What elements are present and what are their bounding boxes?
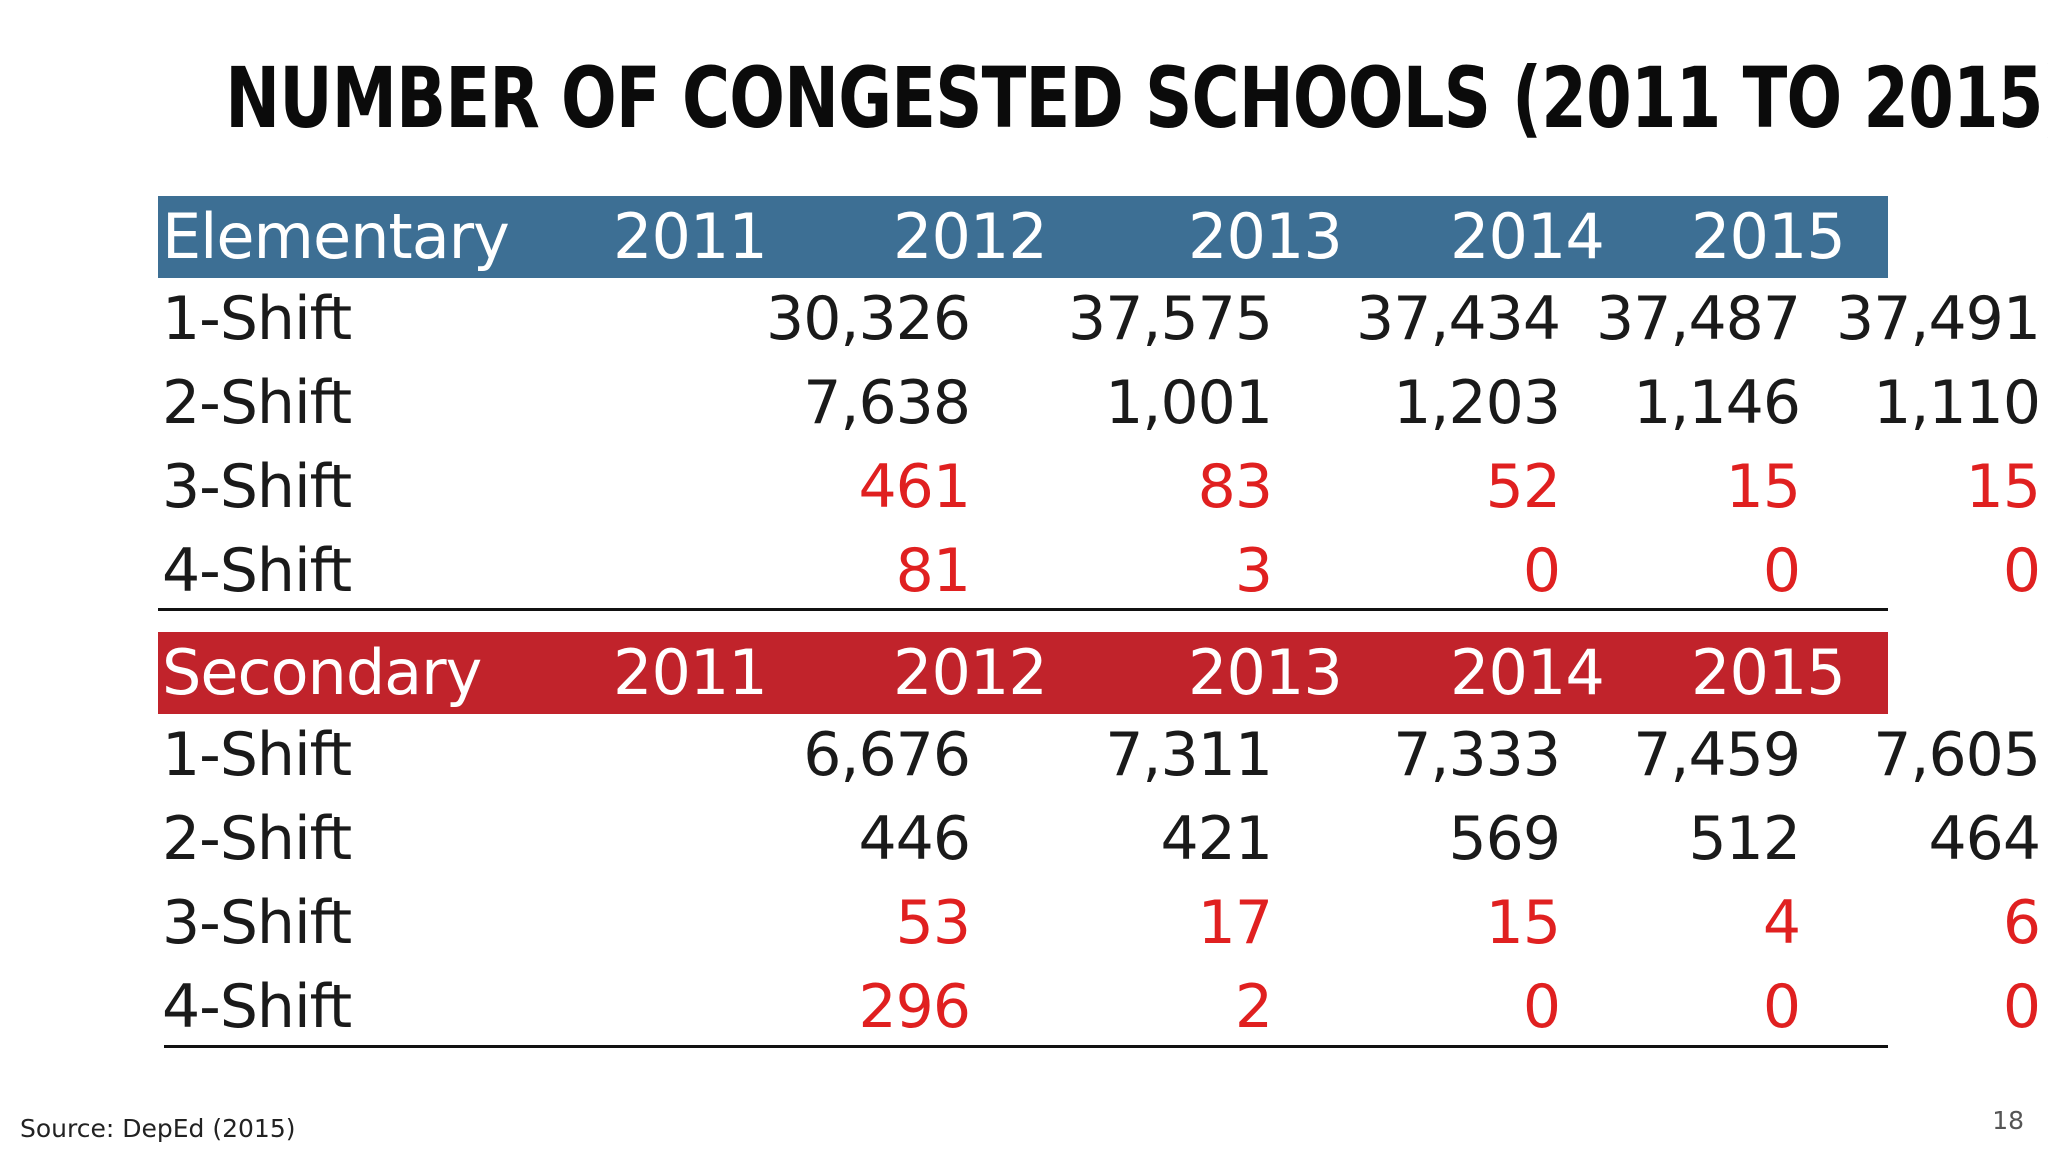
- row-label: 2-Shift: [162, 804, 352, 874]
- table-cell: 37,491: [1836, 284, 2041, 354]
- table-cell: 37,487: [1596, 284, 1801, 354]
- header-year-2011: 2011: [613, 200, 768, 273]
- table-cell: 446: [858, 804, 971, 874]
- page-number: 18: [1992, 1106, 2024, 1135]
- table-cell: 0: [2002, 972, 2041, 1042]
- table-cell: 512: [1688, 804, 1801, 874]
- table-row: 3-Shift 53 17 15 4 6: [158, 882, 2041, 966]
- elementary-bottom-rule: [158, 608, 1888, 611]
- secondary-table: Secondary 2011 2012 2013 2014 2015 1-Shi…: [158, 632, 2041, 1050]
- table-cell: 6,676: [803, 720, 971, 790]
- table-cell: 7,605: [1873, 720, 2041, 790]
- table-row: 3-Shift 461 83 52 15 15: [158, 446, 2041, 530]
- table-cell: 569: [1448, 804, 1561, 874]
- table-cell: 0: [1522, 972, 1561, 1042]
- table-cell: 17: [1197, 888, 1273, 958]
- header-year-2013: 2013: [1188, 200, 1343, 273]
- table-cell: 421: [1160, 804, 1273, 874]
- table-cell: 2: [1234, 972, 1273, 1042]
- table-row: 2-Shift 446 421 569 512 464: [158, 798, 2041, 882]
- secondary-header-label: Secondary: [162, 636, 482, 709]
- header-year-2012: 2012: [893, 636, 1048, 709]
- table-cell: 7,333: [1393, 720, 1561, 790]
- table-row: 1-Shift 30,326 37,575 37,434 37,487 37,4…: [158, 278, 2041, 362]
- secondary-bottom-rule: [164, 1045, 1888, 1048]
- table-cell: 7,459: [1633, 720, 1801, 790]
- secondary-header-row: Secondary 2011 2012 2013 2014 2015: [158, 632, 1888, 714]
- table-row: 4-Shift 296 2 0 0 0: [158, 966, 2041, 1050]
- row-label: 3-Shift: [162, 888, 352, 958]
- table-cell: 296: [858, 972, 971, 1042]
- table-cell: 37,575: [1068, 284, 1273, 354]
- row-label: 4-Shift: [162, 972, 352, 1042]
- elementary-header-label: Elementary: [162, 200, 510, 273]
- table-cell: 4: [1762, 888, 1801, 958]
- table-row: 1-Shift 6,676 7,311 7,333 7,459 7,605: [158, 714, 2041, 798]
- table-cell: 1,146: [1633, 368, 1801, 438]
- table-cell: 30,326: [766, 284, 971, 354]
- table-cell: 7,638: [803, 368, 971, 438]
- row-label: 4-Shift: [162, 536, 352, 606]
- table-cell: 0: [2002, 536, 2041, 606]
- table-row: 4-Shift 81 3 0 0 0: [158, 530, 2041, 614]
- table-cell: 52: [1485, 452, 1561, 522]
- table-cell: 1,001: [1105, 368, 1273, 438]
- header-year-2014: 2014: [1450, 200, 1605, 273]
- table-cell: 464: [1928, 804, 2041, 874]
- elementary-header-row: Elementary 2011 2012 2013 2014 2015: [158, 196, 1888, 278]
- table-row: 2-Shift 7,638 1,001 1,203 1,146 1,110: [158, 362, 2041, 446]
- elementary-table: Elementary 2011 2012 2013 2014 2015 1-Sh…: [158, 196, 2041, 614]
- slide-title: NUMBER OF CONGESTED SCHOOLS (2011 TO 201…: [225, 49, 2048, 147]
- row-label: 3-Shift: [162, 452, 352, 522]
- table-cell: 6: [2002, 888, 2041, 958]
- table-cell: 0: [1762, 536, 1801, 606]
- table-cell: 81: [895, 536, 971, 606]
- source-note: Source: DepEd (2015): [20, 1114, 296, 1143]
- table-cell: 0: [1762, 972, 1801, 1042]
- table-cell: 7,311: [1105, 720, 1273, 790]
- table-cell: 83: [1197, 452, 1273, 522]
- table-cell: 53: [895, 888, 971, 958]
- table-cell: 37,434: [1356, 284, 1561, 354]
- table-cell: 3: [1234, 536, 1273, 606]
- table-cell: 15: [1725, 452, 1801, 522]
- row-label: 1-Shift: [162, 284, 352, 354]
- table-cell: 461: [858, 452, 971, 522]
- header-year-2013: 2013: [1188, 636, 1343, 709]
- header-year-2012: 2012: [893, 200, 1048, 273]
- header-year-2014: 2014: [1450, 636, 1605, 709]
- row-label: 2-Shift: [162, 368, 352, 438]
- header-year-2015: 2015: [1691, 636, 1846, 709]
- row-label: 1-Shift: [162, 720, 352, 790]
- table-cell: 0: [1522, 536, 1561, 606]
- table-cell: 1,203: [1393, 368, 1561, 438]
- table-cell: 15: [1485, 888, 1561, 958]
- table-cell: 1,110: [1873, 368, 2041, 438]
- header-year-2015: 2015: [1691, 200, 1846, 273]
- table-cell: 15: [1965, 452, 2041, 522]
- header-year-2011: 2011: [613, 636, 768, 709]
